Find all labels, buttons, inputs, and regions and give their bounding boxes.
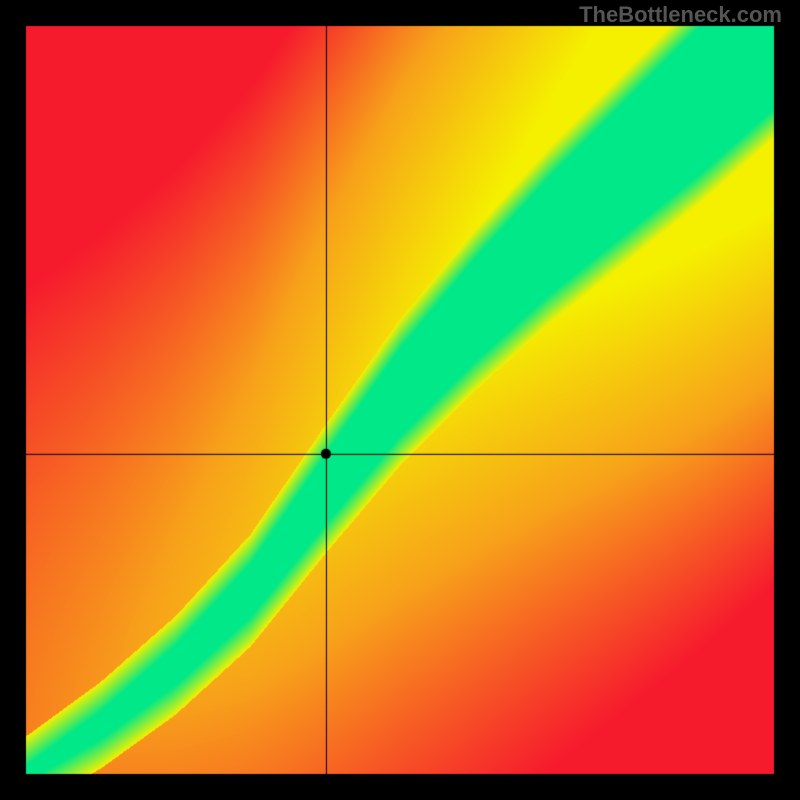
chart-container: TheBottleneck.com — [0, 0, 800, 800]
bottleneck-heatmap — [0, 0, 800, 800]
watermark-text: TheBottleneck.com — [579, 2, 782, 28]
